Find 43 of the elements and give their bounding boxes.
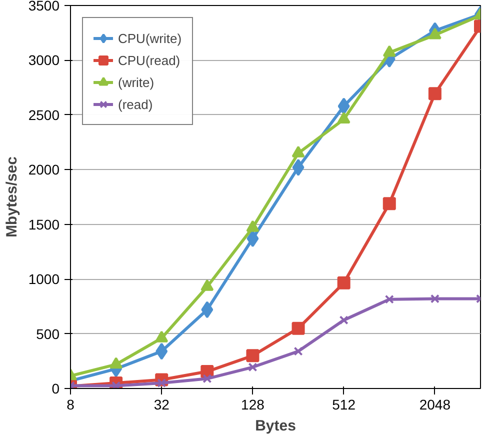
point [201,301,214,318]
point [337,112,350,124]
y-tick-label: 500 [36,326,60,342]
x-axis-title: Bytes [255,418,296,434]
point [339,316,348,325]
x-tick-label: 8 [66,396,75,412]
y-axis-title: Mbytes/sec [3,156,20,238]
point [430,294,440,304]
point [428,87,442,100]
y-tick-label: 2500 [28,106,60,123]
legend-label: (read) [118,96,153,112]
point [110,357,123,369]
point [246,220,260,232]
point [382,45,396,57]
point [200,279,214,291]
point [292,146,305,158]
y-tick-label: 0 [52,380,60,396]
x-tick-label: 2048 [419,396,451,412]
y-tick-label: 1500 [28,216,60,232]
point [382,197,396,210]
x-tick-label: 32 [154,396,170,412]
y-tick-label: 2000 [28,162,60,178]
point [337,276,350,290]
point [292,158,304,176]
point [338,98,350,115]
point [292,322,305,335]
point [246,349,260,362]
legend-label: (write) [118,74,154,90]
point [384,294,394,304]
point [155,330,168,342]
point [294,346,303,356]
legend-label: CPU(write) [118,30,182,46]
point [156,342,168,360]
point [428,28,442,40]
point [248,362,258,372]
point [246,230,259,248]
x-tick-label: 128 [241,396,265,412]
x-tick-label: 512 [332,396,356,412]
y-tick-label: 1000 [28,271,60,288]
legend-label: CPU(read) [118,52,180,68]
y-tick-label: 3500 [28,0,60,14]
y-tick-label: 3000 [28,52,60,68]
point [202,374,212,384]
